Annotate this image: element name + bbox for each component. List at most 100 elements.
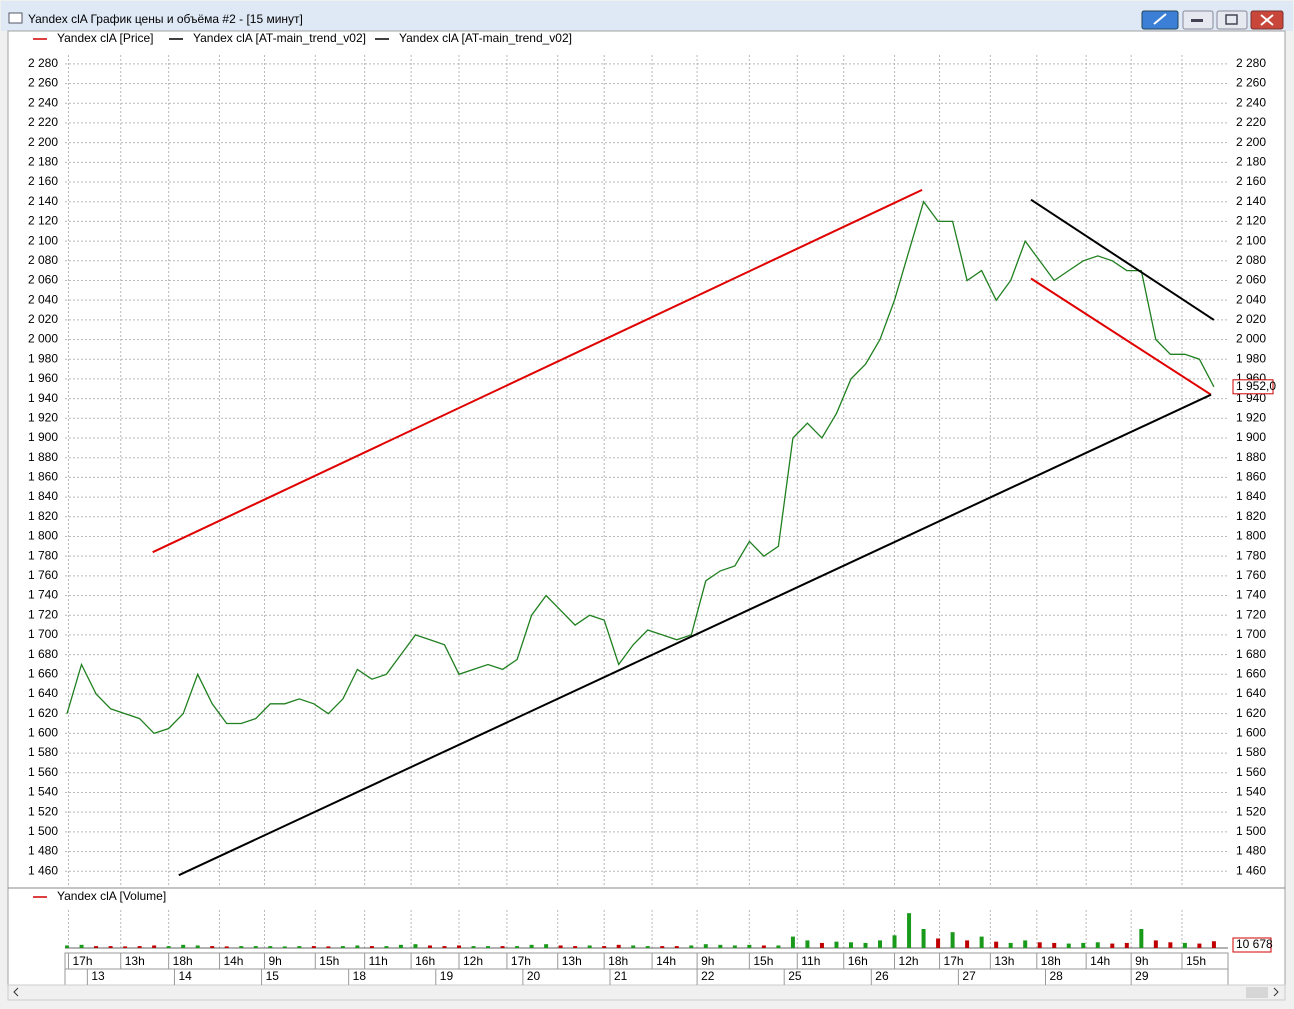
x-tick-label: 11h xyxy=(369,954,388,968)
volume-bar xyxy=(631,945,636,948)
y-tick-label: 1 540 xyxy=(28,785,58,799)
last-volume-box xyxy=(1232,937,1272,953)
y-tick-label-right: 1 900 xyxy=(1236,430,1266,444)
day-tick-label: 25 xyxy=(788,969,802,983)
volume-bar xyxy=(152,945,157,948)
y-tick-label-right: 1 600 xyxy=(1236,726,1266,740)
volume-bar xyxy=(65,945,70,948)
legend-label: Yandex clA [Price] xyxy=(57,31,154,45)
y-tick-label: 2 180 xyxy=(28,154,58,168)
volume-bar xyxy=(834,941,839,948)
volume-bar xyxy=(529,944,534,948)
y-tick-label-right: 2 000 xyxy=(1236,332,1266,346)
y-tick-label: 1 620 xyxy=(28,706,58,720)
trend-line xyxy=(152,188,923,554)
day-tick-label: 29 xyxy=(1135,969,1149,983)
trend-line xyxy=(178,393,1212,877)
y-tick-label-right: 1 780 xyxy=(1236,548,1266,562)
volume-bar xyxy=(1110,943,1115,948)
y-tick-label-right: 1 580 xyxy=(1236,745,1266,759)
volume-bar xyxy=(790,936,795,948)
x-tick-label: 13h xyxy=(562,954,582,968)
volume-bar xyxy=(181,944,186,948)
volume-bar xyxy=(936,938,941,948)
chart-area xyxy=(7,30,1286,987)
y-tick-label-right: 2 160 xyxy=(1236,174,1266,188)
x-tick-label: 14h xyxy=(656,954,676,968)
volume-bar xyxy=(689,945,694,948)
volume-bar xyxy=(326,946,331,948)
trend-line xyxy=(1030,277,1212,396)
volume-bar xyxy=(1197,943,1202,948)
volume-bar xyxy=(848,942,853,948)
y-tick-label: 1 460 xyxy=(28,863,58,877)
y-tick-label: 2 040 xyxy=(28,292,58,306)
y-tick-label-right: 2 200 xyxy=(1236,135,1266,149)
y-tick-label-right: 1 840 xyxy=(1236,489,1266,503)
volume-bar xyxy=(355,945,360,948)
scroll-right[interactable] xyxy=(1273,987,1279,997)
volume-bar xyxy=(732,945,737,948)
x-tick-label: 17h xyxy=(944,954,964,968)
y-tick-label: 2 120 xyxy=(28,214,58,228)
x-tick-label: 18h xyxy=(173,954,193,968)
volume-bar xyxy=(616,944,621,948)
x-tick-label: 13h xyxy=(994,954,1014,968)
day-tick-label: 20 xyxy=(527,969,541,983)
y-tick-label: 1 720 xyxy=(28,607,58,621)
volume-bar xyxy=(486,946,491,948)
volume-bar xyxy=(79,944,84,948)
y-tick-label: 1 960 xyxy=(28,371,58,385)
volume-bar xyxy=(108,946,113,948)
y-tick-label-right: 2 040 xyxy=(1236,292,1266,306)
y-tick-label-right: 1 820 xyxy=(1236,509,1266,523)
volume-bar xyxy=(1081,942,1086,948)
volume-bar xyxy=(979,936,984,948)
legend-label: Yandex clA [AT-main_trend_v02] xyxy=(399,31,572,45)
volume-bar xyxy=(253,946,258,948)
x-tick-label: 18h xyxy=(1041,954,1061,968)
y-tick-label-right: 2 220 xyxy=(1236,115,1266,129)
y-tick-label: 2 260 xyxy=(28,76,58,90)
volume-bar xyxy=(747,944,752,948)
scroll-thumb[interactable] xyxy=(1246,987,1268,998)
legend-label: Yandex clA [Volume] xyxy=(57,889,166,903)
window-icon xyxy=(8,12,23,24)
y-tick-label: 1 480 xyxy=(28,844,58,858)
pin-icon xyxy=(1153,13,1167,25)
y-tick-label-right: 1 800 xyxy=(1236,529,1266,543)
y-tick-label-right: 2 120 xyxy=(1236,214,1266,228)
y-tick-label: 1 700 xyxy=(28,627,58,641)
y-tick-label: 1 500 xyxy=(28,824,58,838)
x-tick-label: 9h xyxy=(701,954,714,968)
trend-line xyxy=(1030,198,1215,321)
day-tick-label: 21 xyxy=(614,969,628,983)
y-tick-label: 2 200 xyxy=(28,135,58,149)
scroll-left[interactable] xyxy=(13,987,19,997)
x-tick-label: 15h xyxy=(1186,954,1206,968)
day-tick-label: 14 xyxy=(178,969,192,983)
volume-bar xyxy=(776,945,781,948)
y-tick-label-right: 2 140 xyxy=(1236,194,1266,208)
volume-bar xyxy=(210,946,215,948)
x-tick-label: 15h xyxy=(753,954,773,968)
volume-bar xyxy=(1008,942,1013,948)
last-price-box xyxy=(1232,379,1274,395)
volume-bar xyxy=(878,940,883,948)
y-tick-label-right: 1 980 xyxy=(1236,351,1266,365)
title-bar xyxy=(1,1,1293,31)
maximize-icon xyxy=(1225,14,1238,25)
scrollbar[interactable] xyxy=(7,984,1286,1001)
y-tick-label-right: 1 560 xyxy=(1236,765,1266,779)
y-tick-label-right: 2 100 xyxy=(1236,233,1266,247)
y-tick-label-right: 1 720 xyxy=(1236,607,1266,621)
day-tick-label: 28 xyxy=(1050,969,1064,983)
volume-bar xyxy=(674,946,679,948)
day-tick-label: 27 xyxy=(962,969,976,983)
y-tick-label: 2 000 xyxy=(28,332,58,346)
volume-bar xyxy=(515,946,520,948)
maximize-button[interactable] xyxy=(1216,10,1248,30)
y-tick-label: 1 560 xyxy=(28,765,58,779)
volume-bar xyxy=(587,945,592,948)
volume-bar xyxy=(311,946,316,948)
